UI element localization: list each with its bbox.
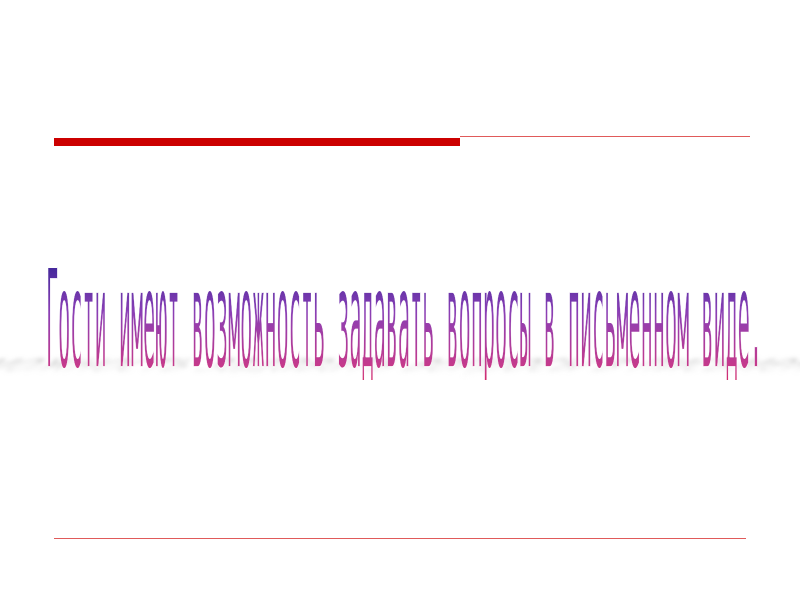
wordart-block: Гости имеют возможность задавать вопросы… [0, 225, 800, 425]
title-divider [54, 135, 750, 147]
wordart-shadow-text: Гости имеют возможность задавать вопросы… [0, 351, 800, 377]
title-divider-thin [460, 136, 750, 137]
footer-divider [54, 538, 746, 539]
wordart-shadow: Гости имеют возможность задавать вопросы… [0, 337, 800, 432]
wordart-text: Гости имеют возможность задавать вопросы… [44, 260, 764, 380]
title-divider-thick [54, 138, 460, 146]
wordart-main-text: Гости имеют возможность задавать вопросы… [46, 260, 762, 380]
